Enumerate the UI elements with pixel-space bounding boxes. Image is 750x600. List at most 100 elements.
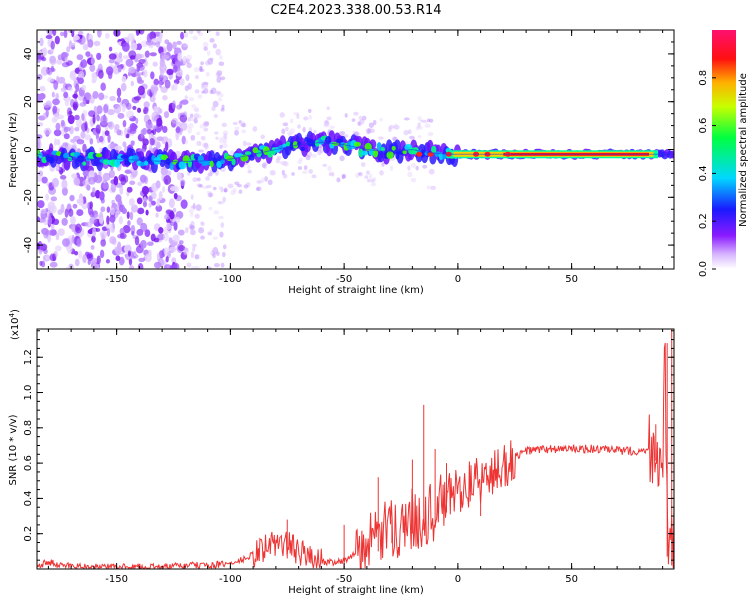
noise-blob xyxy=(241,129,247,134)
noise-blob xyxy=(142,138,149,146)
noise-blob xyxy=(135,117,139,124)
noise-blob xyxy=(218,61,225,67)
y-tick-label: 0 xyxy=(23,146,34,152)
x-tick-label: -100 xyxy=(219,274,242,285)
noise-blob xyxy=(372,177,377,182)
noise-blob xyxy=(116,87,122,98)
noise-blob xyxy=(140,222,148,232)
noise-blob xyxy=(41,176,48,184)
noise-blob xyxy=(191,243,197,248)
noise-blob xyxy=(150,200,156,206)
colorbar-tick-label: 0.4 xyxy=(698,165,709,181)
noise-blob xyxy=(281,169,285,176)
noise-blob xyxy=(45,34,53,39)
noise-blob xyxy=(187,116,192,122)
colorbar-gradient xyxy=(712,30,736,269)
noise-blob xyxy=(191,104,197,109)
noise-blob xyxy=(189,117,195,122)
noise-blob xyxy=(44,254,50,262)
y-tick-label: 0.2 xyxy=(23,526,34,542)
noise-blob xyxy=(183,250,190,256)
noise-blob xyxy=(193,117,198,124)
noise-blob xyxy=(159,80,163,89)
noise-blob xyxy=(319,148,324,154)
noise-blob xyxy=(218,185,222,190)
noise-blob xyxy=(145,120,153,129)
noise-blob xyxy=(184,85,189,92)
noise-blob xyxy=(138,30,145,35)
noise-blob xyxy=(76,139,85,145)
noise-blob xyxy=(63,91,69,99)
noise-blob xyxy=(179,114,188,123)
noise-blob xyxy=(101,232,105,241)
noise-blob xyxy=(196,140,202,147)
noise-blob xyxy=(196,131,201,136)
noise-blob xyxy=(344,134,349,138)
noise-blob xyxy=(163,214,170,220)
noise-blob xyxy=(281,128,286,135)
noise-blob xyxy=(188,208,194,214)
noise-blob xyxy=(136,43,142,51)
noise-blob xyxy=(204,142,209,150)
noise-blob xyxy=(91,235,96,243)
noise-blob xyxy=(336,177,341,183)
noise-blob xyxy=(218,136,224,144)
noise-blob xyxy=(45,193,50,201)
noise-blob xyxy=(129,211,134,221)
noise-blob xyxy=(220,262,225,268)
noise-blob xyxy=(194,106,200,113)
noise-blob xyxy=(86,253,93,259)
noise-blob xyxy=(64,208,69,218)
ridge-core xyxy=(209,160,214,168)
noise-blob xyxy=(137,181,143,187)
noise-blob xyxy=(82,43,89,51)
noise-blob xyxy=(134,236,140,246)
noise-blob xyxy=(417,134,422,139)
noise-blob xyxy=(50,205,57,214)
noise-blob xyxy=(216,76,222,83)
noise-blob xyxy=(220,107,225,112)
noise-blob xyxy=(102,172,111,181)
noise-blob xyxy=(106,227,111,237)
noise-blob xyxy=(37,94,44,103)
noise-blob xyxy=(90,245,95,250)
noise-blob xyxy=(60,87,67,92)
noise-blob xyxy=(75,83,80,93)
noise-blob xyxy=(407,171,413,178)
colorbar-tick-label: 0.6 xyxy=(698,118,709,134)
noise-blob xyxy=(215,48,221,56)
noise-blob xyxy=(186,262,192,268)
noise-blob xyxy=(313,129,317,134)
noise-blob xyxy=(116,129,122,136)
noise-blob xyxy=(121,42,130,52)
noise-blob xyxy=(299,157,303,162)
noise-blob xyxy=(55,92,59,100)
noise-blob xyxy=(84,134,91,141)
ridge-core xyxy=(361,150,368,156)
noise-blob xyxy=(296,113,300,120)
noise-blob xyxy=(166,68,174,76)
noise-blob xyxy=(41,56,47,62)
noise-blob xyxy=(119,185,124,195)
noise-blob xyxy=(289,128,296,134)
noise-blob xyxy=(180,199,188,209)
noise-blob xyxy=(129,180,136,186)
noise-blob xyxy=(311,174,317,179)
noise-blob xyxy=(358,121,362,127)
x-tick-label: -150 xyxy=(105,574,128,585)
noise-blob xyxy=(227,183,234,189)
noise-blob xyxy=(67,114,75,125)
noise-blob xyxy=(88,176,96,185)
noise-blob xyxy=(328,171,335,177)
noise-blob xyxy=(196,30,201,34)
noise-blob xyxy=(230,189,236,196)
noise-blob xyxy=(212,253,216,259)
noise-blob xyxy=(339,155,345,162)
noise-blob xyxy=(106,215,110,225)
snr-axes: -150 -100 -50 0 50 0.2 0.4 0.6 0.8 1.0 1.2 xyxy=(23,329,674,585)
ridge-core xyxy=(178,160,187,170)
noise-blob xyxy=(218,215,224,220)
noise-blob xyxy=(117,66,122,73)
noise-blob xyxy=(417,122,421,128)
noise-blob xyxy=(144,50,150,58)
